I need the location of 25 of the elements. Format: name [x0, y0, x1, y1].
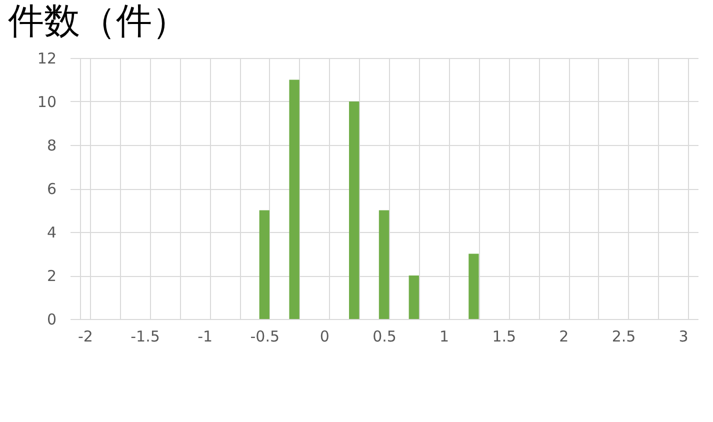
bar: [408, 276, 419, 319]
x-tick-label: 0.5: [372, 328, 396, 346]
x-tick-label: 0: [320, 328, 330, 346]
y-tick-label: 4: [46, 224, 56, 242]
bar: [468, 254, 479, 319]
x-tick-label: 1.5: [492, 328, 516, 346]
bar: [289, 80, 300, 319]
x-tick-label: -1: [198, 328, 213, 346]
bar: [349, 102, 360, 319]
y-tick-label: 8: [46, 136, 56, 154]
bar: [378, 210, 390, 319]
x-tick-label: 1: [440, 328, 450, 346]
x-tick-label: -2: [78, 328, 93, 346]
x-tick-label: 2: [559, 328, 569, 346]
chart-title: 件数（件）: [8, 1, 188, 42]
y-tick-label: 2: [46, 267, 56, 285]
y-tick-label: 12: [37, 50, 56, 68]
x-tick-label: -1.5: [130, 328, 160, 346]
y-tick-label: 10: [37, 93, 56, 111]
bar: [259, 210, 270, 319]
x-tick-label: 2.5: [612, 328, 636, 346]
y-tick-label: 0: [46, 310, 56, 328]
y-tick-label: 6: [46, 180, 56, 198]
x-tick-label: 3: [678, 328, 688, 346]
x-tick-label: -0.5: [250, 328, 280, 346]
